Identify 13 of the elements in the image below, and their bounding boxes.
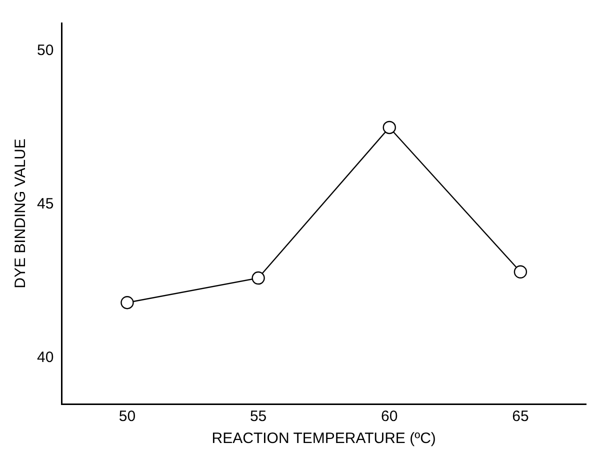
x-tick-label: 60 xyxy=(381,408,398,426)
point xyxy=(120,296,134,310)
y-tick-label: 40 xyxy=(36,349,54,366)
x-tick-label: 65 xyxy=(512,408,529,426)
x-axis-title: REACTION TEMPERATURE (ºC) xyxy=(212,430,436,448)
y-tick-label: 45 xyxy=(36,195,54,212)
y-tick-label: 50 xyxy=(36,42,54,59)
point xyxy=(514,265,528,278)
point xyxy=(252,271,265,285)
x-tick-label: 50 xyxy=(118,408,136,426)
x-tick-label: 55 xyxy=(250,408,267,426)
y-axis-title: DYE BINDING VALUE xyxy=(12,138,30,288)
point xyxy=(382,120,396,134)
